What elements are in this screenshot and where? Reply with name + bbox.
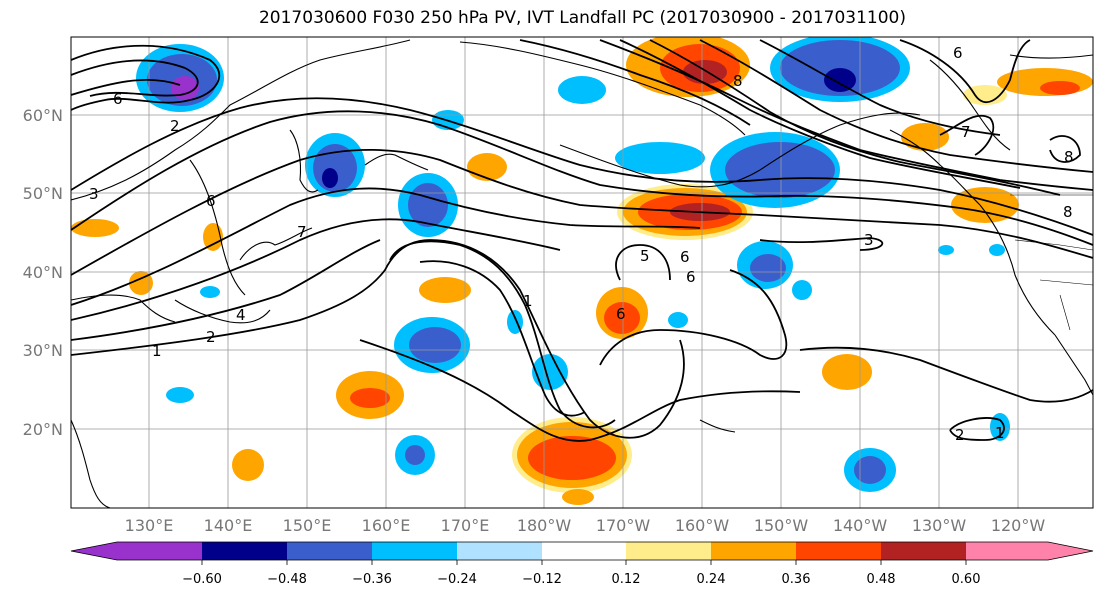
- contour-labels: 6 2 3 6 7 2 4 1 1 5 6 6 6 3 8 7 8 8 6 2 …: [89, 44, 1074, 444]
- pv-anomaly-positive: [71, 37, 1093, 505]
- colorbar-tick-label: −0.36: [352, 572, 392, 587]
- lat-label: 30°N: [23, 341, 63, 360]
- colorbar-tick-label: 0.12: [612, 572, 641, 587]
- lon-label: 140°E: [204, 516, 253, 535]
- lon-label: 130°E: [125, 516, 174, 535]
- latitude-labels: 60°N 50°N 40°N 30°N 20°N: [23, 106, 63, 439]
- contour-label: 6: [206, 192, 216, 210]
- contour-label: 4: [236, 306, 246, 324]
- colorbar-tick-label: 0.36: [782, 572, 811, 587]
- coastlines: [71, 39, 1093, 508]
- colorbar: −0.60 −0.48 −0.36 −0.24 −0.12 0.12 0.24 …: [70, 541, 1094, 587]
- colorbar-tick-label: −0.12: [522, 572, 562, 587]
- colorbar-extend-max: [1048, 542, 1093, 560]
- lon-label: 150°W: [754, 516, 809, 535]
- colorbar-extend-min: [71, 542, 117, 560]
- lon-label: 130°W: [912, 516, 967, 535]
- colorbar-tick-label: 0.60: [952, 572, 981, 587]
- contour-label: 1: [152, 342, 162, 360]
- lon-label: 170°E: [441, 516, 490, 535]
- lon-label: 140°W: [833, 516, 888, 535]
- colorbar-tick-label: −0.48: [267, 572, 307, 587]
- colorbar-tick-label: −0.60: [182, 572, 222, 587]
- contour-label: 8: [1064, 148, 1074, 166]
- pv-contours: [71, 39, 1093, 442]
- colorbar-outline: [70, 541, 1094, 561]
- pv-anomaly-negative: [136, 37, 1010, 492]
- lon-label: 170°W: [596, 516, 651, 535]
- lat-label: 50°N: [23, 184, 63, 203]
- contour-label: 6: [953, 44, 963, 62]
- colorbar-segment: [542, 542, 626, 560]
- lon-label: 160°E: [362, 516, 411, 535]
- contour-label: 8: [1063, 203, 1073, 221]
- contour-label: 2: [206, 328, 216, 346]
- contour-label: 7: [297, 223, 307, 241]
- longitude-labels: 130°E 140°E 150°E 160°E 170°E 180°W 170°…: [125, 516, 1046, 535]
- colorbar-tick-label: −0.24: [437, 572, 477, 587]
- lat-label: 60°N: [23, 106, 63, 125]
- colorbar-ticks: [201, 560, 967, 565]
- lon-label: 120°W: [991, 516, 1046, 535]
- colorbar-segment: [202, 542, 287, 560]
- colorbar-segment: [372, 542, 457, 560]
- figure-title: 2017030600 F030 250 hPa PV, IVT Landfall…: [258, 8, 906, 28]
- colorbar-segment: [287, 542, 372, 560]
- map-frame: [70, 36, 1094, 509]
- colorbar-segment: [711, 542, 796, 560]
- contour-label: 6: [680, 248, 690, 266]
- contour-label: 6: [113, 90, 123, 108]
- contour-label: 7: [961, 123, 971, 141]
- lat-label: 40°N: [23, 263, 63, 282]
- colorbar-segment: [457, 542, 542, 560]
- contour-label: 6: [616, 305, 626, 323]
- lon-label: 150°E: [283, 516, 332, 535]
- lon-label: 160°W: [675, 516, 730, 535]
- lat-label: 20°N: [23, 420, 63, 439]
- contour-label: 1: [523, 292, 533, 310]
- contour-label: 2: [955, 426, 965, 444]
- colorbar-segment: [117, 542, 202, 560]
- lon-label: 180°W: [517, 516, 572, 535]
- colorbar-segment: [881, 542, 966, 560]
- contour-label: 6: [686, 268, 696, 286]
- colorbar-segment: [966, 542, 1048, 560]
- contour-label: 8: [733, 72, 743, 90]
- contour-label: 2: [170, 117, 180, 135]
- contour-label: 3: [89, 185, 99, 203]
- contour-label: 5: [640, 247, 650, 265]
- colorbar-tick-label: 0.24: [697, 572, 726, 587]
- contour-label: 1: [995, 424, 1005, 442]
- country-borders: [1010, 194, 1093, 331]
- colorbar-tick-label: 0.48: [867, 572, 896, 587]
- colorbar-segment: [796, 542, 881, 560]
- colorbar-segment: [626, 542, 711, 560]
- contour-label: 3: [864, 231, 874, 249]
